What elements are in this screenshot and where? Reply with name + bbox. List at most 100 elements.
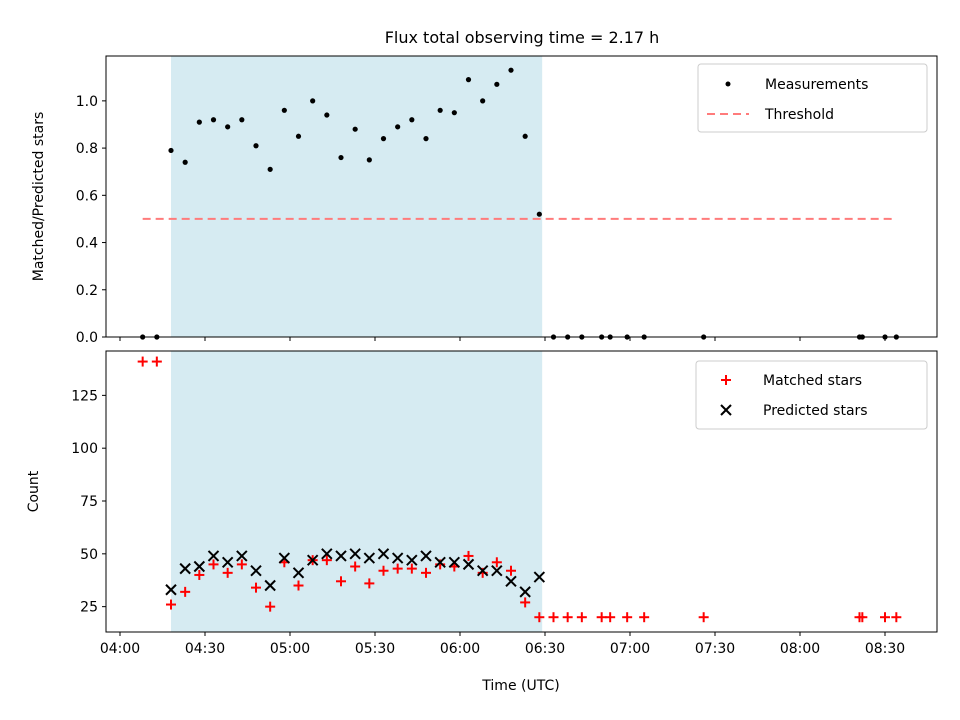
measurement-point [196,119,202,125]
matched-star-point [350,561,361,572]
cross-stroke-b [519,586,531,598]
y-tick-label: 0.0 [76,330,98,346]
x-tick-label: 04:30 [185,641,225,657]
observing-interval-shading [171,351,543,632]
predicted-star-point [519,586,531,598]
y-tick-label: 0.2 [76,283,98,299]
legend-cross-glyph [720,404,732,416]
matched-star-point [576,612,587,623]
legend-label-predicted-stars: Predicted stars [763,403,868,419]
predicted-star-point [264,579,276,592]
matched-star-point [880,612,890,623]
cross-stroke-b [207,550,220,562]
top-x-ticks [119,337,886,341]
measurement-point [536,211,542,217]
cross-stroke-b [250,565,262,577]
predicted-star-point [406,554,418,566]
y-tick-label: 25 [80,600,98,616]
matched-star-point [392,563,403,574]
matched-star-point [605,612,616,623]
measurement-point [494,81,500,87]
y-tick-label: 1.0 [76,94,98,110]
measurement-point [168,147,174,154]
matched-star-point [562,612,573,623]
matched-star-point [857,612,868,623]
measurement-point [338,154,344,161]
cross-stroke-b [391,552,404,564]
matched-star-point [336,576,346,587]
measurement-points [140,67,899,340]
cross-stroke-b [377,548,390,560]
predicted-star-point [377,548,390,560]
matched-star-point [265,601,276,612]
predicted-star-point [335,550,347,562]
matched-star-point [166,599,176,610]
top-axes-frame [105,55,938,338]
cross-stroke-b [335,550,347,562]
legend-marker-measurements [725,81,731,87]
cross-stroke-b [448,556,461,568]
star-count-panel: 25 50 75 100 125 04:00 04:30 05:00 05:30 06:00 06… [26,350,938,694]
predicted-star-point [448,556,461,568]
cross-stroke-b [505,575,517,588]
cross-stroke-b [720,404,732,416]
bottom-axes-frame [105,350,938,633]
x-tick-label: 07:00 [610,641,650,657]
matched-star-point [548,612,559,623]
matched-star-point [639,612,650,623]
cross-stroke-b [236,550,248,562]
measurement-point [366,157,372,163]
matched-star-point [506,565,516,576]
measurement-point [508,67,514,73]
cross-stroke-b [349,548,361,560]
predicted-star-point [476,565,489,577]
bottom-y-ticks: 25 50 75 100 125 [71,388,106,616]
y-tick-label: 0.6 [76,188,98,204]
predicted-star-point [236,550,248,562]
cross-stroke-b [462,558,475,571]
matched-star-point [236,559,247,570]
matched-star-point [491,557,502,568]
x-tick-label: 08:00 [780,641,820,657]
measurement-point [480,98,486,104]
x-tick-label: 05:30 [355,641,395,657]
predicted-star-point [165,584,177,596]
matched-star-point [463,550,474,561]
top-legend: Measurements Threshold [697,63,928,133]
cross-stroke-b [278,552,291,564]
predicted-star-point [434,556,446,568]
legend-marker-matched-stars [721,375,731,385]
predicted-star-point [533,571,546,583]
matched-star-point [596,612,607,623]
matched-star-point [891,612,902,623]
cross-stroke-b [179,562,191,575]
cross-stroke-b [292,567,305,579]
cross-stroke-b [476,565,489,577]
measurement-point [451,110,457,116]
predicted-star-point [420,550,432,562]
predicted-star-point [221,556,234,568]
measurement-point [295,133,302,139]
matched-star-point [520,597,531,608]
measurement-point [522,133,528,139]
matched-star-point [293,580,304,591]
matched-star-point [208,559,219,570]
matched-star-point [698,612,709,623]
predicted-star-point [250,565,262,577]
predicted-star-points [165,548,546,598]
matched-star-point [321,555,332,566]
predicted-star-point [179,562,191,575]
x-axis-label: Time (UTC) [481,678,559,694]
predicted-star-point [306,554,319,566]
measurement-point [352,126,358,132]
predicted-star-point [292,567,305,579]
cross-stroke-b [306,554,319,566]
predicted-star-point [193,560,206,573]
measurement-point [239,117,245,123]
observing-interval-shading [171,56,543,337]
cross-stroke-b [533,571,546,583]
predicted-star-point [391,552,404,564]
cross-stroke-b [491,565,503,577]
y-tick-label: 0.8 [76,141,98,157]
